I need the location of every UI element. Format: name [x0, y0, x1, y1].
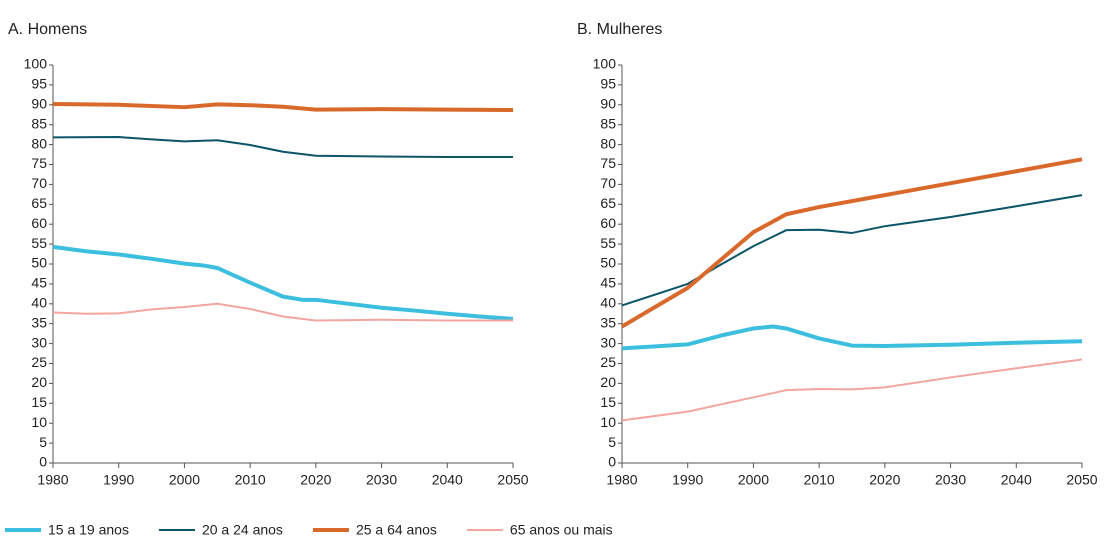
y-tick-label: 30: [31, 334, 47, 350]
y-tick-label: 45: [600, 275, 616, 291]
line: [621, 324, 1083, 351]
x-tick-label: 2020: [300, 472, 331, 488]
y-tick-label: 5: [39, 434, 47, 450]
y-tick-label: 35: [31, 314, 47, 330]
y-tick-label: 45: [31, 275, 47, 291]
x-tick-label: 2040: [432, 472, 463, 488]
y-tick-label: 70: [600, 175, 616, 191]
x-tick-label: 2020: [869, 472, 900, 488]
x-tick-label: 2050: [497, 472, 528, 488]
line: [52, 102, 514, 112]
legend-label: 25 a 64 anos: [356, 522, 437, 538]
chart-title: B. Mulheres: [577, 21, 662, 38]
y-tick-label: 15: [600, 394, 616, 410]
y-tick-label: 40: [31, 295, 47, 311]
y-tick-label: 0: [39, 454, 47, 470]
y-tick-label: 75: [31, 155, 47, 171]
y-tick-label: 65: [31, 195, 47, 211]
legend-label: 65 anos ou mais: [510, 522, 613, 538]
line: [52, 244, 514, 321]
legend-label: 15 a 19 anos: [48, 522, 129, 538]
y-tick-label: 85: [600, 115, 616, 131]
y-tick-label: 80: [31, 135, 47, 151]
line: [52, 302, 513, 322]
y-tick-label: 55: [31, 235, 47, 251]
x-tick-label: 1990: [672, 472, 703, 488]
x-tick-label: 2050: [1066, 472, 1097, 488]
legend-label: 20 a 24 anos: [202, 522, 283, 538]
x-tick-label: 2030: [366, 472, 397, 488]
x-tick-label: 2000: [738, 472, 769, 488]
x-tick-label: 2010: [804, 472, 835, 488]
y-tick-label: 50: [31, 255, 47, 271]
chart-title: A. Homens: [8, 21, 87, 38]
line: [620, 157, 1083, 329]
y-tick-label: 100: [593, 56, 617, 72]
y-tick-label: 85: [31, 115, 47, 131]
y-tick-label: 80: [600, 135, 616, 151]
line: [621, 358, 1083, 422]
x-tick-label: 2000: [169, 472, 200, 488]
y-tick-label: 50: [600, 255, 616, 271]
y-tick-label: 35: [600, 314, 616, 330]
y-tick-label: 20: [600, 374, 616, 390]
y-tick-label: 95: [600, 76, 616, 92]
y-tick-label: 25: [600, 354, 616, 370]
y-tick-label: 25: [31, 354, 47, 370]
x-tick-label: 1980: [37, 472, 68, 488]
y-tick-label: 20: [31, 374, 47, 390]
y-tick-label: 40: [600, 295, 616, 311]
y-tick-label: 10: [600, 414, 616, 430]
y-tick-label: 75: [600, 155, 616, 171]
y-tick-label: 95: [31, 76, 47, 92]
y-tick-label: 100: [24, 56, 48, 72]
y-tick-label: 30: [600, 334, 616, 350]
y-tick-label: 15: [31, 394, 47, 410]
y-tick-label: 60: [600, 215, 616, 231]
y-tick-label: 55: [600, 235, 616, 251]
y-tick-label: 65: [600, 195, 616, 211]
y-tick-label: 60: [31, 215, 47, 231]
y-tick-label: 90: [600, 96, 616, 112]
x-tick-label: 2040: [1001, 472, 1032, 488]
y-tick-label: 0: [608, 454, 616, 470]
y-tick-label: 90: [31, 96, 47, 112]
y-tick-label: 70: [31, 175, 47, 191]
x-tick-label: 2010: [235, 472, 266, 488]
x-tick-label: 2030: [935, 472, 966, 488]
line: [52, 136, 513, 158]
y-tick-label: 5: [608, 434, 616, 450]
x-tick-label: 1980: [606, 472, 637, 488]
line: [621, 194, 1083, 307]
x-tick-label: 1990: [103, 472, 134, 488]
y-tick-label: 10: [31, 414, 47, 430]
